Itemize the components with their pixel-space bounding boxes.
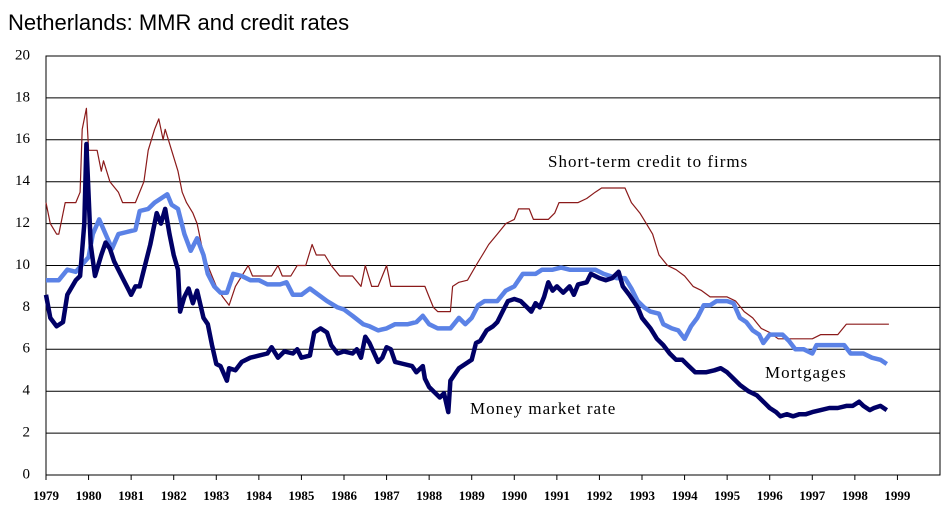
- x-tick-label: 1992: [586, 488, 612, 503]
- x-tick-label: 1979: [33, 488, 60, 503]
- x-tick-label: 1988: [416, 488, 443, 503]
- series-label: Short-term credit to firms: [548, 152, 748, 171]
- series-line: [43, 141, 889, 419]
- y-tick-label: 16: [15, 131, 31, 147]
- x-tick-label: 1989: [459, 488, 486, 503]
- x-tick-label: 1980: [76, 488, 102, 503]
- y-tick-label: 0: [23, 466, 31, 482]
- x-tick-label: 1984: [246, 488, 273, 503]
- y-tick-label: 12: [15, 215, 30, 231]
- series-label: Mortgages: [765, 363, 847, 382]
- x-tick-label: 1986: [331, 488, 358, 503]
- y-tick-label: 20: [15, 47, 30, 63]
- y-tick-label: 6: [23, 341, 31, 357]
- x-tick-label: 1999: [884, 488, 911, 503]
- x-tick-label: 1998: [842, 488, 869, 503]
- x-tick-label: 1997: [799, 488, 826, 503]
- y-tick-label: 8: [23, 299, 31, 315]
- x-tick-label: 1983: [203, 488, 230, 503]
- x-tick-label: 1987: [374, 488, 401, 503]
- x-tick-label: 1994: [672, 488, 699, 503]
- plot-frame: [45, 55, 941, 476]
- x-tick-label: 1995: [714, 488, 741, 503]
- x-tick-label: 1990: [501, 488, 527, 503]
- y-tick-label: 2: [23, 425, 31, 441]
- y-tick-label: 18: [15, 89, 30, 105]
- series-label: Money market rate: [470, 399, 616, 418]
- x-tick-label: 1996: [757, 488, 784, 503]
- x-tick-label: 1981: [118, 488, 144, 503]
- y-tick-label: 14: [15, 173, 31, 189]
- y-tick-label: 4: [23, 383, 31, 399]
- series-line: [46, 192, 889, 366]
- x-tick-label: 1982: [161, 488, 187, 503]
- x-tick-label: 1991: [544, 488, 570, 503]
- chart-title: Netherlands: MMR and credit rates: [8, 10, 349, 35]
- series-line: [45, 107, 889, 340]
- y-tick-label: 10: [15, 257, 30, 273]
- x-tick-label: 1985: [288, 488, 315, 503]
- x-tick-label: 1993: [629, 488, 656, 503]
